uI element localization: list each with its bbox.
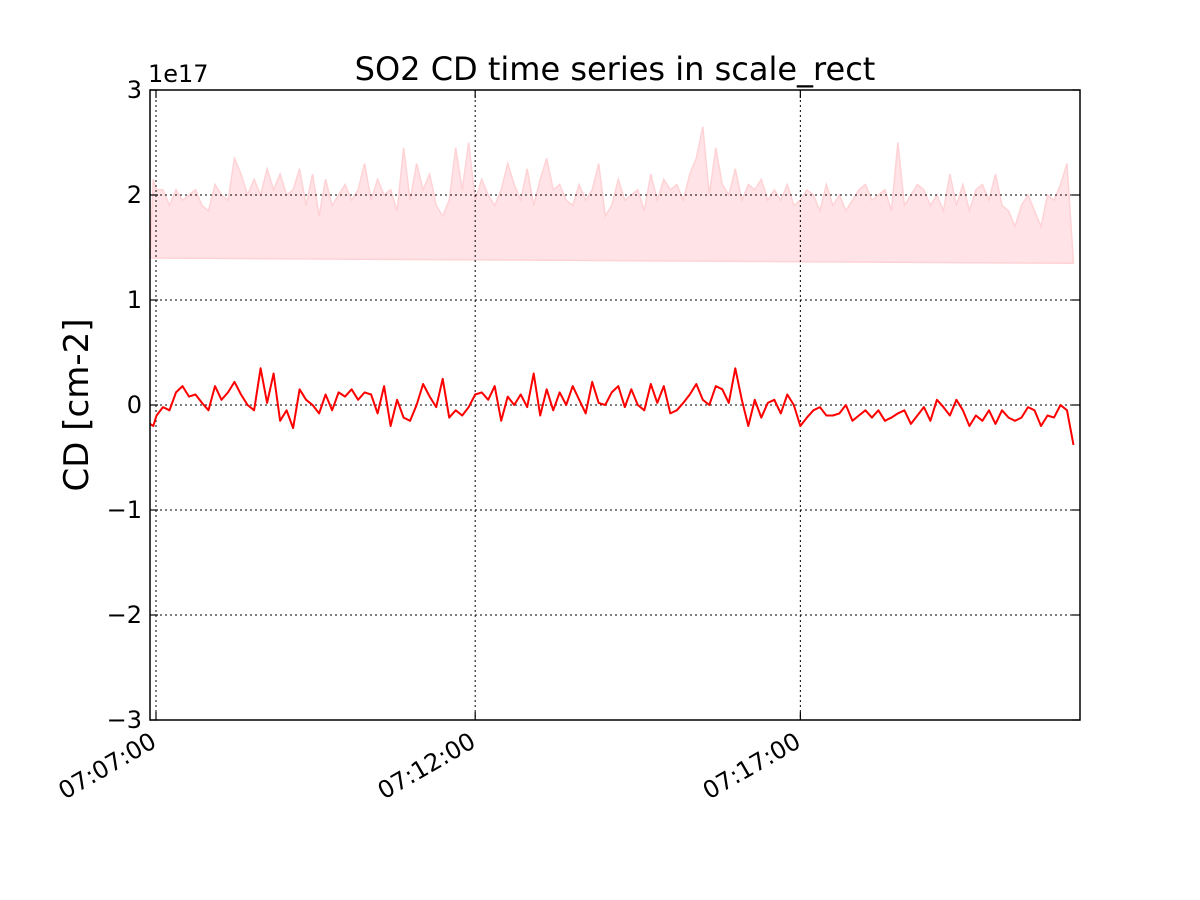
- y-tick-label: 1: [127, 286, 142, 314]
- y-tick-label: −1: [107, 496, 142, 524]
- y-tick-label: 2: [127, 181, 142, 209]
- axes: 3 2 1 0 −1 −2 −307:07:00 07:12:00 07:17:00: [54, 76, 1080, 805]
- y-axis-label: CD [cm-2]: [57, 319, 97, 492]
- y-tick-label: −2: [107, 601, 142, 629]
- x-tick-label: 07:12:00: [373, 727, 480, 805]
- x-tick-label: 07:07:00: [54, 727, 161, 805]
- series-line: [150, 368, 1074, 445]
- y-tick-label: 3: [127, 76, 142, 104]
- y-tick-label: 0: [127, 391, 142, 419]
- plot-area: [150, 90, 1080, 720]
- chart-title: SO2 CD time series in scale_rect: [355, 50, 876, 88]
- y-axis-offset-label: 1e17: [148, 60, 209, 88]
- y-tick-label: −3: [107, 706, 142, 734]
- x-tick-label: 07:17:00: [698, 727, 805, 805]
